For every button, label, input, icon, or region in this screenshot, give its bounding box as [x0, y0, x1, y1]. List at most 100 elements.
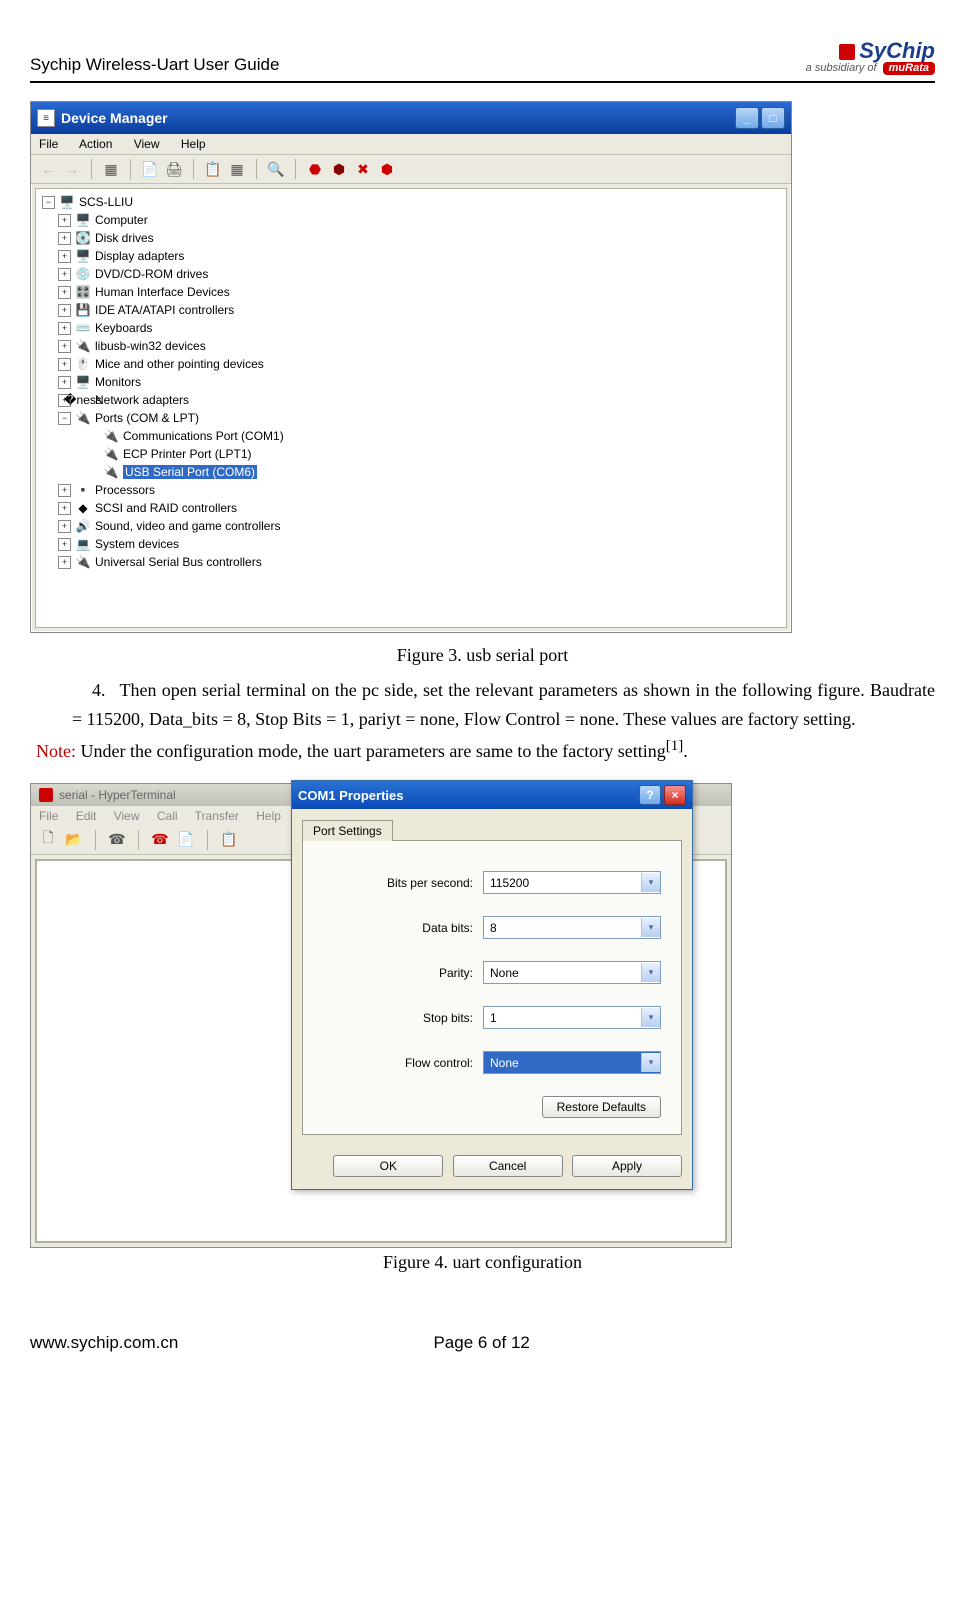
logo: SyChip a subsidiary of muRata — [806, 40, 935, 75]
tab-port-settings[interactable]: Port Settings — [302, 820, 393, 841]
tree-item[interactable]: +⌨️Keyboards — [40, 319, 786, 337]
tree-item[interactable]: 🔌ECP Printer Port (LPT1) — [40, 445, 786, 463]
new-icon[interactable]: 🗋 — [39, 830, 57, 848]
combo-box[interactable]: 8 ▾ — [483, 916, 661, 939]
connect-icon[interactable]: ☎ — [108, 830, 126, 848]
device-manager-window: ≡ Device Manager _ □ File Action View He… — [30, 101, 792, 633]
tool-icon[interactable]: 📋 — [204, 160, 222, 178]
restore-defaults-button[interactable]: Restore Defaults — [542, 1096, 661, 1118]
ht-menu-view[interactable]: View — [114, 809, 140, 823]
tab-panel: Bits per second: 115200 ▾ Data bits: 8 ▾… — [302, 840, 682, 1135]
dialog-titlebar: COM1 Properties ? × — [292, 781, 692, 809]
dropdown-arrow-icon[interactable]: ▾ — [641, 873, 660, 892]
menu-file[interactable]: File — [39, 137, 58, 151]
tree-item[interactable]: +🔌Universal Serial Bus controllers — [40, 553, 786, 571]
tool-icon[interactable]: ⬢ — [378, 160, 396, 178]
ht-icon — [39, 788, 53, 802]
form-row: Flow control: None ▾ — [323, 1051, 661, 1074]
close-button[interactable]: × — [664, 785, 686, 805]
device-tree: − 🖥️ SCS-LLIU +🖥️Computer+💽Disk drives+🖥… — [35, 188, 787, 628]
combo-box[interactable]: None ▾ — [483, 1051, 661, 1074]
ht-menu-help[interactable]: Help — [256, 809, 281, 823]
field-label: Flow control: — [323, 1056, 483, 1070]
tree-item[interactable]: +💽Disk drives — [40, 229, 786, 247]
figure-3-caption: Figure 3. usb serial port — [30, 645, 935, 666]
minimize-button[interactable]: _ — [735, 107, 759, 129]
tree-item[interactable]: +💾IDE ATA/ATAPI controllers — [40, 301, 786, 319]
tree-item[interactable]: +🎛️Human Interface Devices — [40, 283, 786, 301]
print-icon[interactable]: 🖨 — [165, 160, 183, 178]
step-4-text: 4.Then open serial terminal on the pc si… — [72, 676, 935, 734]
field-label: Parity: — [323, 966, 483, 980]
com-properties-dialog: COM1 Properties ? × Port Settings Bits p… — [291, 780, 693, 1190]
help-button[interactable]: ? — [639, 785, 661, 805]
combo-box[interactable]: 115200 ▾ — [483, 871, 661, 894]
cancel-button[interactable]: Cancel — [453, 1155, 563, 1177]
dropdown-arrow-icon[interactable]: ▾ — [641, 1053, 660, 1072]
tree-item[interactable]: +◆SCSI and RAID controllers — [40, 499, 786, 517]
maximize-button[interactable]: □ — [761, 107, 785, 129]
tool-icon[interactable]: ⬢ — [330, 160, 348, 178]
tree-root[interactable]: − 🖥️ SCS-LLIU — [40, 193, 786, 211]
apply-button[interactable]: Apply — [572, 1155, 682, 1177]
properties-icon[interactable]: 📄 — [141, 160, 159, 178]
menu-action[interactable]: Action — [79, 137, 112, 151]
tool-icon[interactable]: ✖ — [354, 160, 372, 178]
footer-page: Page 6 of 12 — [433, 1333, 529, 1353]
tool-icon[interactable]: ▦ — [102, 160, 120, 178]
system-icon: ≡ — [37, 109, 55, 127]
field-label: Bits per second: — [323, 876, 483, 890]
ht-menu-transfer[interactable]: Transfer — [195, 809, 239, 823]
menu-view[interactable]: View — [134, 137, 160, 151]
tree-item[interactable]: 🔌Communications Port (COM1) — [40, 427, 786, 445]
tool-icon[interactable]: ▦ — [228, 160, 246, 178]
back-icon[interactable]: ← — [39, 160, 57, 178]
send-icon[interactable]: 📄 — [177, 830, 195, 848]
dropdown-arrow-icon[interactable]: ▾ — [641, 1008, 660, 1027]
form-row: Stop bits: 1 ▾ — [323, 1006, 661, 1029]
combo-box[interactable]: None ▾ — [483, 961, 661, 984]
footer-url: www.sychip.com.cn — [30, 1333, 178, 1353]
tree-item[interactable]: +🖥️Monitors — [40, 373, 786, 391]
form-row: Bits per second: 115200 ▾ — [323, 871, 661, 894]
tree-item[interactable]: +💻System devices — [40, 535, 786, 553]
ht-menu-edit[interactable]: Edit — [76, 809, 97, 823]
menubar: File Action View Help — [31, 134, 791, 155]
tree-item[interactable]: 🔌USB Serial Port (COM6) — [40, 463, 786, 481]
disconnect-icon[interactable]: ☎ — [151, 830, 169, 848]
tree-item[interactable]: +�nessNetwork adapters — [40, 391, 786, 409]
toolbar: ← → ▦ 📄 🖨 📋 ▦ 🔍 ⬣ ⬢ ✖ ⬢ — [31, 155, 791, 184]
tree-item[interactable]: +🖱️Mice and other pointing devices — [40, 355, 786, 373]
tree-item[interactable]: +🔊Sound, video and game controllers — [40, 517, 786, 535]
forward-icon[interactable]: → — [63, 160, 81, 178]
field-label: Data bits: — [323, 921, 483, 935]
dropdown-arrow-icon[interactable]: ▾ — [641, 963, 660, 982]
page-header-title: Sychip Wireless-Uart User Guide — [30, 55, 279, 75]
window-title: Device Manager — [61, 110, 735, 126]
field-label: Stop bits: — [323, 1011, 483, 1025]
scan-icon[interactable]: 🔍 — [267, 160, 285, 178]
dropdown-arrow-icon[interactable]: ▾ — [641, 918, 660, 937]
tree-item[interactable]: +🔌libusb-win32 devices — [40, 337, 786, 355]
menu-help[interactable]: Help — [181, 137, 206, 151]
dialog-title: COM1 Properties — [298, 788, 403, 803]
tree-item[interactable]: +💿DVD/CD-ROM drives — [40, 265, 786, 283]
properties-icon[interactable]: 📋 — [220, 830, 238, 848]
ok-button[interactable]: OK — [333, 1155, 443, 1177]
figure-4-caption: Figure 4. uart configuration — [30, 1252, 935, 1273]
titlebar: ≡ Device Manager _ □ — [31, 102, 791, 134]
form-row: Data bits: 8 ▾ — [323, 916, 661, 939]
form-row: Parity: None ▾ — [323, 961, 661, 984]
note-text: Note: Under the configuration mode, the … — [36, 734, 935, 766]
tool-icon[interactable]: ⬣ — [306, 160, 324, 178]
tree-item[interactable]: +🖥️Computer — [40, 211, 786, 229]
open-icon[interactable]: 📂 — [65, 830, 83, 848]
ht-menu-call[interactable]: Call — [157, 809, 178, 823]
hyperterminal-window: serial - HyperTerminal File Edit View Ca… — [30, 783, 732, 1248]
tree-item[interactable]: +🖥️Display adapters — [40, 247, 786, 265]
ht-menu-file[interactable]: File — [39, 809, 58, 823]
tree-item[interactable]: +▪️Processors — [40, 481, 786, 499]
combo-box[interactable]: 1 ▾ — [483, 1006, 661, 1029]
ht-title: serial - HyperTerminal — [59, 788, 176, 802]
tree-item-ports[interactable]: − 🔌 Ports (COM & LPT) — [40, 409, 786, 427]
